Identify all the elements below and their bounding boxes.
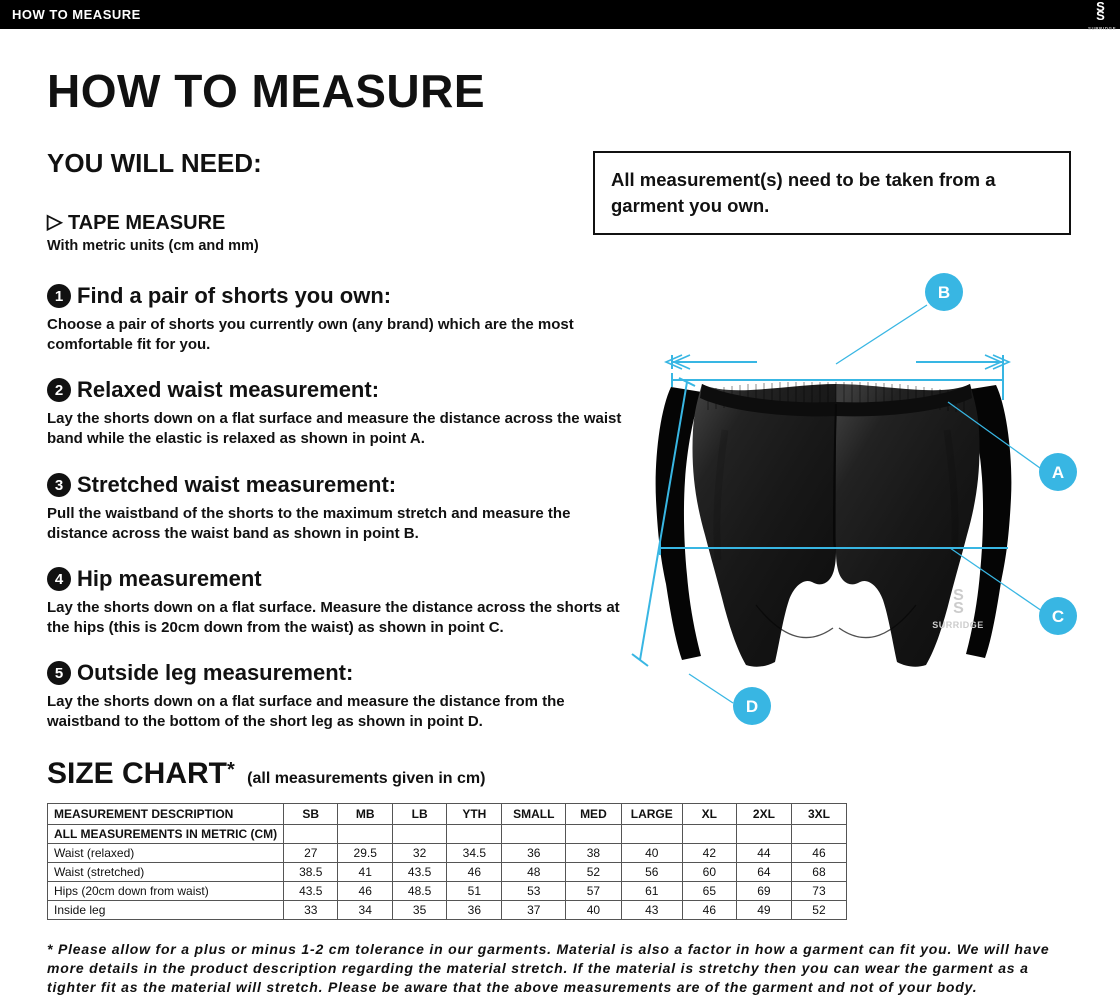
svg-text:SURRIDGE: SURRIDGE [932,620,984,630]
svg-text:D: D [746,697,758,716]
svg-text:C: C [1052,607,1064,626]
svg-text:S: S [953,600,964,617]
svg-text:A: A [1052,463,1064,482]
svg-text:B: B [938,283,950,302]
